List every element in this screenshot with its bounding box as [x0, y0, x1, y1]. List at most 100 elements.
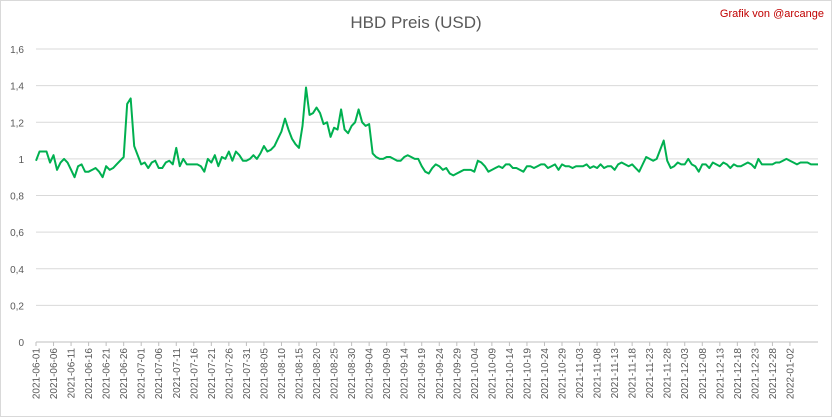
data-point — [266, 151, 268, 153]
data-point — [358, 108, 360, 110]
y-tick-label: 0 — [18, 338, 24, 349]
x-tick-label: 2021-08-30 — [347, 348, 358, 400]
data-point — [687, 158, 689, 160]
x-tick-label: 2021-11-23 — [645, 348, 656, 399]
y-tick-label: 1 — [18, 155, 24, 166]
x-tick-label: 2021-06-11 — [67, 348, 78, 399]
data-point — [287, 129, 289, 131]
data-point — [116, 163, 118, 165]
data-point — [323, 123, 325, 125]
data-point — [593, 165, 595, 167]
data-point — [63, 158, 65, 160]
data-point — [463, 169, 465, 171]
data-point — [747, 162, 749, 164]
data-point — [175, 147, 177, 149]
data-point — [400, 160, 402, 162]
data-point — [438, 165, 440, 167]
data-point — [491, 169, 493, 171]
data-point — [354, 121, 356, 123]
data-point — [642, 163, 644, 165]
data-point — [347, 132, 349, 134]
data-point — [375, 156, 377, 158]
data-point — [312, 112, 314, 114]
data-point — [452, 174, 454, 176]
plot-area — [35, 86, 818, 179]
data-point — [165, 162, 167, 164]
data-point — [298, 147, 300, 149]
data-point — [813, 163, 815, 165]
data-point — [424, 171, 426, 173]
data-point — [189, 163, 191, 165]
data-point — [512, 167, 514, 169]
data-point — [743, 163, 745, 165]
data-point — [649, 158, 651, 160]
data-point — [684, 163, 686, 165]
data-point — [519, 169, 521, 171]
data-point — [459, 171, 461, 173]
data-point — [319, 112, 321, 114]
data-point — [722, 162, 724, 164]
data-point — [109, 169, 111, 171]
data-point — [238, 154, 240, 156]
data-point — [754, 167, 756, 169]
data-point — [410, 156, 412, 158]
x-tick-label: 2021-06-01 — [32, 348, 43, 400]
data-point — [515, 167, 517, 169]
data-point — [70, 169, 72, 171]
data-point — [39, 151, 41, 153]
data-point — [235, 151, 237, 153]
data-point — [119, 160, 121, 162]
data-point — [673, 165, 675, 167]
data-point — [785, 158, 787, 160]
data-point — [596, 167, 598, 169]
data-point — [186, 163, 188, 165]
x-tick-label: 2021-07-31 — [242, 348, 253, 400]
data-point — [663, 140, 665, 142]
data-point — [77, 165, 79, 167]
data-point — [568, 165, 570, 167]
x-tick-label: 2021-12-18 — [733, 348, 744, 400]
data-point — [431, 167, 433, 169]
gridlines — [36, 48, 818, 343]
x-tick-label: 2021-07-06 — [154, 348, 165, 400]
x-tick-label: 2021-09-19 — [417, 348, 428, 400]
data-point — [680, 163, 682, 165]
data-point — [740, 165, 742, 167]
data-point — [88, 171, 90, 173]
data-point — [533, 167, 535, 169]
data-point — [81, 163, 83, 165]
x-tick-label: 2021-06-26 — [119, 348, 130, 400]
x-axis: 2021-06-01 2021-06-06 2021-06-11 2021-06-16… — [32, 342, 796, 400]
data-point — [628, 165, 630, 167]
data-point — [203, 171, 205, 173]
data-point — [91, 169, 93, 171]
data-point — [803, 162, 805, 164]
data-point — [607, 165, 609, 167]
data-point — [701, 163, 703, 165]
data-point — [449, 173, 451, 175]
data-point — [761, 163, 763, 165]
data-point — [256, 158, 258, 160]
data-point — [130, 97, 132, 99]
data-point — [284, 118, 286, 120]
data-point — [522, 171, 524, 173]
x-tick-label: 2021-10-04 — [470, 348, 481, 400]
data-point — [480, 162, 482, 164]
x-tick-label: 2021-10-24 — [540, 348, 551, 400]
data-point — [764, 163, 766, 165]
data-point — [273, 145, 275, 147]
data-point — [305, 86, 307, 88]
data-point — [179, 165, 181, 167]
data-point — [133, 145, 135, 147]
x-tick-label: 2021-12-03 — [680, 348, 691, 400]
y-tick-label: 1,6 — [10, 45, 24, 56]
x-tick-label: 2021-07-11 — [172, 348, 183, 399]
data-point — [435, 163, 437, 165]
data-point — [810, 163, 812, 165]
data-point — [610, 165, 612, 167]
data-point — [393, 158, 395, 160]
x-tick-label: 2021-08-10 — [277, 348, 288, 400]
x-tick-label: 2021-10-19 — [522, 348, 533, 400]
data-point — [407, 154, 409, 156]
